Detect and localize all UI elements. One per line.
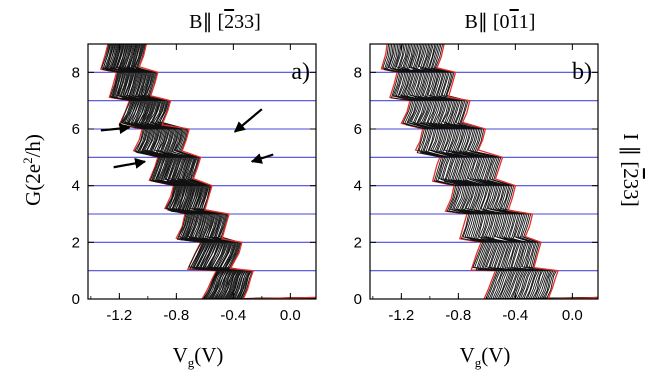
panel-a-title: B∥ [233] [189, 11, 261, 33]
conductance-trace [391, 44, 598, 299]
x-tick-label: -0.8 [445, 307, 471, 324]
annotation-arrow [100, 123, 131, 135]
traces-group [380, 44, 598, 299]
annotation-arrow [250, 153, 274, 164]
panel-b-title: B∥ [011] [465, 11, 536, 33]
x-tick-label: -0.8 [163, 307, 189, 324]
panel-b-x-axis-label: Vg(V) [460, 343, 511, 370]
y-tick-label: 0 [72, 291, 80, 308]
annotation-arrow [233, 108, 263, 133]
x-tick-label: -0.4 [220, 307, 246, 324]
y-tick-label: 8 [354, 64, 362, 81]
plot-frame [369, 43, 599, 300]
y-tick-label: 6 [72, 121, 80, 138]
traces-group [99, 44, 316, 299]
panel-a-title-overbar-digit: 2 [224, 11, 234, 33]
conductance-trace [138, 44, 316, 299]
x-tick-label: -1.2 [106, 307, 132, 324]
conductance-trace [424, 44, 598, 299]
conductance-trace [400, 44, 598, 299]
x-tick-label: -1.2 [388, 307, 414, 324]
conductance-trace [113, 44, 316, 299]
conductance-trace [385, 44, 598, 299]
x-tick-label: 0.0 [280, 307, 301, 324]
y-tick-label: 8 [72, 64, 80, 81]
conductance-trace [395, 44, 598, 299]
panel-b-title-overbar-digit: 1 [510, 11, 519, 33]
conductance-trace [102, 44, 316, 299]
y-tick-label: 4 [72, 178, 80, 195]
conductance-trace [407, 44, 598, 299]
conductance-trace [99, 44, 316, 299]
annotation-arrow [113, 157, 147, 169]
y-tick-label: 6 [354, 121, 362, 138]
panel-b-plot: -1.2 -0.8 -0.4 0.0 0 2 4 6 8 b) [354, 43, 599, 324]
conductance-trace [380, 44, 598, 299]
current-direction-label: I ∥ [233] [619, 133, 643, 207]
panel-label: b) [572, 59, 592, 85]
conductance-trace [434, 44, 598, 299]
conductance-trace [130, 44, 316, 299]
conductance-trace [118, 44, 316, 299]
panel-label: a) [291, 59, 310, 85]
y-axis-label: G(2e2/h) [20, 134, 45, 206]
conductance-trace [135, 44, 316, 299]
conductance-trace [415, 44, 598, 299]
y-tick-label: 2 [72, 234, 80, 251]
conductance-trace [403, 44, 598, 299]
conductance-trace [436, 44, 598, 299]
conductance-trace [389, 44, 598, 299]
x-tick-label: -0.4 [502, 307, 528, 324]
y-tick-label: 4 [354, 178, 362, 195]
panel-a-x-axis-label: Vg(V) [173, 343, 224, 370]
plot-frame [87, 43, 317, 300]
y-tick-label: 2 [354, 234, 362, 251]
y-tick-label: 0 [354, 291, 362, 308]
x-tick-label: 0.0 [562, 307, 583, 324]
conductance-trace [422, 44, 598, 299]
current-direction-overbar-digit: 2 [619, 168, 643, 179]
panel-a-plot: -1.2 -0.8 -0.4 0.0 0 2 4 6 8 a) [72, 43, 317, 324]
